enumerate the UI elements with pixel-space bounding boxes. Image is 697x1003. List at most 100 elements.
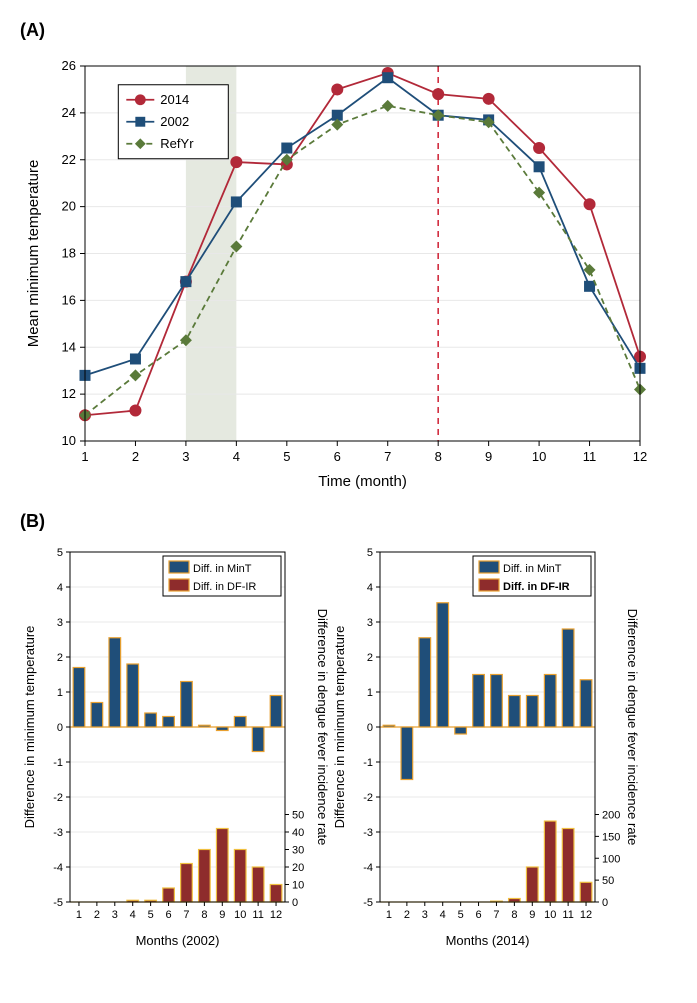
panel-b-sub-0: -5-4-3-2-1012345010203040501234567891011…	[20, 537, 330, 957]
svg-text:Difference in minimum temperat: Difference in minimum temperature	[22, 626, 37, 829]
svg-text:11: 11	[562, 909, 573, 921]
svg-text:3: 3	[367, 617, 373, 629]
svg-text:2: 2	[57, 652, 63, 664]
svg-text:7: 7	[493, 909, 499, 921]
panel-b-label: (B)	[20, 511, 677, 532]
svg-text:9: 9	[219, 909, 225, 921]
svg-text:4: 4	[57, 582, 63, 594]
svg-text:Time (month): Time (month)	[318, 473, 407, 490]
svg-text:26: 26	[62, 58, 76, 73]
svg-text:12: 12	[62, 386, 76, 401]
svg-text:Diff. in MinT: Diff. in MinT	[503, 563, 562, 575]
svg-text:3: 3	[112, 909, 118, 921]
panel-a-svg: 101214161820222426123456789101112Time (m…	[20, 46, 660, 496]
svg-text:5: 5	[458, 909, 464, 921]
svg-text:5: 5	[148, 909, 154, 921]
svg-text:20: 20	[292, 862, 304, 874]
svg-text:10: 10	[532, 449, 546, 464]
svg-text:4: 4	[130, 909, 136, 921]
svg-text:9: 9	[485, 449, 492, 464]
svg-text:7: 7	[384, 449, 391, 464]
svg-text:-5: -5	[363, 897, 373, 909]
svg-text:Months (2002): Months (2002)	[136, 933, 220, 948]
svg-text:Diff. in DF-IR: Diff. in DF-IR	[193, 581, 256, 593]
svg-text:8: 8	[511, 909, 517, 921]
svg-text:0: 0	[57, 722, 63, 734]
svg-text:18: 18	[62, 246, 76, 261]
svg-text:8: 8	[201, 909, 207, 921]
svg-text:1: 1	[76, 909, 82, 921]
svg-text:-5: -5	[53, 897, 63, 909]
svg-text:1: 1	[367, 687, 373, 699]
svg-text:Months (2014): Months (2014)	[446, 933, 530, 948]
svg-text:2: 2	[132, 449, 139, 464]
svg-text:8: 8	[435, 449, 442, 464]
svg-text:10: 10	[292, 880, 304, 892]
svg-text:2: 2	[367, 652, 373, 664]
svg-text:2014: 2014	[160, 92, 189, 107]
svg-text:24: 24	[62, 105, 76, 120]
svg-text:12: 12	[580, 909, 592, 921]
svg-text:6: 6	[334, 449, 341, 464]
svg-text:12: 12	[270, 909, 282, 921]
svg-text:4: 4	[367, 582, 373, 594]
panel-b-chart: -5-4-3-2-1012345010203040501234567891011…	[20, 537, 677, 957]
svg-text:10: 10	[234, 909, 246, 921]
svg-text:4: 4	[233, 449, 240, 464]
svg-text:1: 1	[81, 449, 88, 464]
svg-text:Difference in dengue fever inc: Difference in dengue fever incidence rat…	[625, 609, 640, 846]
svg-text:11: 11	[583, 449, 597, 464]
svg-text:200: 200	[602, 810, 620, 822]
svg-text:6: 6	[165, 909, 171, 921]
svg-text:0: 0	[367, 722, 373, 734]
svg-text:Diff. in MinT: Diff. in MinT	[193, 563, 252, 575]
svg-text:Diff. in DF-IR: Diff. in DF-IR	[503, 581, 570, 593]
svg-text:2: 2	[94, 909, 100, 921]
svg-text:-3: -3	[53, 827, 63, 839]
svg-text:-4: -4	[363, 862, 373, 874]
svg-text:10: 10	[62, 433, 76, 448]
svg-text:2: 2	[404, 909, 410, 921]
svg-text:30: 30	[292, 845, 304, 857]
svg-text:11: 11	[252, 909, 263, 921]
panel-a-label: (A)	[20, 20, 677, 41]
svg-text:22: 22	[62, 152, 76, 167]
svg-text:50: 50	[602, 875, 614, 887]
svg-text:7: 7	[183, 909, 189, 921]
svg-text:4: 4	[440, 909, 446, 921]
panel-a-chart: 101214161820222426123456789101112Time (m…	[20, 46, 677, 496]
svg-text:10: 10	[544, 909, 556, 921]
svg-text:-2: -2	[53, 792, 63, 804]
panel-b-sub-1: -5-4-3-2-1012345050100150200123456789101…	[330, 537, 640, 957]
svg-text:9: 9	[529, 909, 535, 921]
svg-text:3: 3	[182, 449, 189, 464]
svg-text:-1: -1	[53, 757, 63, 769]
svg-text:150: 150	[602, 831, 620, 843]
svg-text:50: 50	[292, 810, 304, 822]
svg-text:3: 3	[422, 909, 428, 921]
svg-text:-1: -1	[363, 757, 373, 769]
svg-text:0: 0	[602, 897, 608, 909]
svg-text:14: 14	[62, 339, 76, 354]
svg-text:0: 0	[292, 897, 298, 909]
svg-text:-4: -4	[53, 862, 63, 874]
svg-text:RefYr: RefYr	[160, 136, 194, 151]
svg-text:5: 5	[283, 449, 290, 464]
svg-text:1: 1	[386, 909, 392, 921]
svg-text:6: 6	[475, 909, 481, 921]
svg-text:20: 20	[62, 199, 76, 214]
svg-text:Difference in minimum temperat: Difference in minimum temperature	[332, 626, 347, 829]
svg-text:5: 5	[367, 547, 373, 559]
svg-text:5: 5	[57, 547, 63, 559]
svg-text:-2: -2	[363, 792, 373, 804]
svg-text:12: 12	[633, 449, 647, 464]
svg-text:16: 16	[62, 292, 76, 307]
svg-text:100: 100	[602, 853, 620, 865]
svg-text:1: 1	[57, 687, 63, 699]
svg-text:3: 3	[57, 617, 63, 629]
svg-text:Difference in dengue fever inc: Difference in dengue fever incidence rat…	[315, 609, 330, 846]
svg-text:2002: 2002	[160, 114, 189, 129]
svg-text:-3: -3	[363, 827, 373, 839]
svg-text:Mean minimum temperature: Mean minimum temperature	[25, 160, 42, 348]
svg-text:40: 40	[292, 827, 304, 839]
